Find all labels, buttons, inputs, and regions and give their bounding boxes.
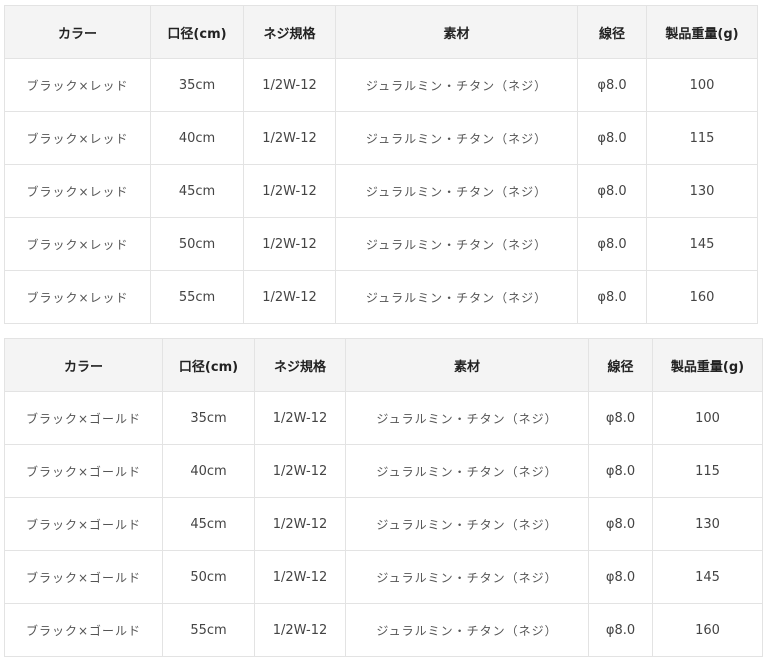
- cell-wire: φ8.0: [588, 391, 653, 445]
- cell-weight: 160: [646, 270, 758, 324]
- cell-color: ブラック×ゴールド: [4, 391, 163, 445]
- cell-wire: φ8.0: [588, 550, 653, 604]
- cell-wire: φ8.0: [577, 58, 647, 112]
- cell-material: ジュラルミン・チタン（ネジ）: [335, 58, 578, 112]
- table-row: ブラック×ゴールド 55cm 1/2W-12 ジュラルミン・チタン（ネジ） φ8.0 16…: [4, 603, 763, 657]
- cell-thread: 1/2W-12: [254, 550, 346, 604]
- cell-wire: φ8.0: [577, 164, 647, 218]
- cell-color: ブラック×レッド: [4, 58, 151, 112]
- cell-wire: φ8.0: [577, 217, 647, 271]
- cell-material: ジュラルミン・チタン（ネジ）: [345, 497, 589, 551]
- table-row: ブラック×レッド 40cm 1/2W-12 ジュラルミン・チタン（ネジ） φ8.0 115: [4, 111, 758, 165]
- cell-diameter: 45cm: [150, 164, 244, 218]
- cell-weight: 100: [652, 391, 763, 445]
- cell-material: ジュラルミン・チタン（ネジ）: [335, 270, 578, 324]
- cell-thread: 1/2W-12: [254, 497, 346, 551]
- cell-diameter: 35cm: [150, 58, 244, 112]
- header-thread: ネジ規格: [254, 338, 346, 392]
- header-wire: 線径: [588, 338, 653, 392]
- cell-thread: 1/2W-12: [243, 164, 336, 218]
- cell-color: ブラック×ゴールド: [4, 497, 163, 551]
- cell-wire: φ8.0: [588, 444, 653, 498]
- cell-thread: 1/2W-12: [243, 58, 336, 112]
- cell-weight: 160: [652, 603, 763, 657]
- header-weight: 製品重量(g): [652, 338, 763, 392]
- cell-thread: 1/2W-12: [254, 444, 346, 498]
- cell-material: ジュラルミン・チタン（ネジ）: [345, 444, 589, 498]
- cell-diameter: 40cm: [150, 111, 244, 165]
- table-row: ブラック×ゴールド 40cm 1/2W-12 ジュラルミン・チタン（ネジ） φ8.0 11…: [4, 444, 763, 498]
- cell-weight: 130: [646, 164, 758, 218]
- cell-diameter: 50cm: [162, 550, 255, 604]
- table-row: ブラック×ゴールド 50cm 1/2W-12 ジュラルミン・チタン（ネジ） φ8.0 14…: [4, 550, 763, 604]
- cell-color: ブラック×レッド: [4, 270, 151, 324]
- header-thread: ネジ規格: [243, 5, 336, 59]
- table-row: ブラック×レッド 45cm 1/2W-12 ジュラルミン・チタン（ネジ） φ8.0 130: [4, 164, 758, 218]
- cell-material: ジュラルミン・チタン（ネジ）: [345, 550, 589, 604]
- cell-color: ブラック×ゴールド: [4, 603, 163, 657]
- header-row: カラー 口径(cm) ネジ規格 素材 線径 製品重量(g): [4, 338, 763, 392]
- cell-material: ジュラルミン・チタン（ネジ）: [335, 217, 578, 271]
- cell-diameter: 55cm: [150, 270, 244, 324]
- cell-diameter: 55cm: [162, 603, 255, 657]
- cell-diameter: 35cm: [162, 391, 255, 445]
- header-diameter: 口径(cm): [162, 338, 255, 392]
- cell-thread: 1/2W-12: [243, 111, 336, 165]
- cell-thread: 1/2W-12: [254, 391, 346, 445]
- cell-weight: 145: [652, 550, 763, 604]
- cell-thread: 1/2W-12: [243, 217, 336, 271]
- cell-wire: φ8.0: [577, 270, 647, 324]
- cell-material: ジュラルミン・チタン（ネジ）: [345, 603, 589, 657]
- cell-thread: 1/2W-12: [254, 603, 346, 657]
- cell-material: ジュラルミン・チタン（ネジ）: [335, 164, 578, 218]
- cell-diameter: 50cm: [150, 217, 244, 271]
- cell-diameter: 40cm: [162, 444, 255, 498]
- header-row: カラー 口径(cm) ネジ規格 素材 線径 製品重量(g): [4, 5, 758, 59]
- header-diameter: 口径(cm): [150, 5, 244, 59]
- cell-wire: φ8.0: [588, 497, 653, 551]
- cell-wire: φ8.0: [577, 111, 647, 165]
- table-row: ブラック×ゴールド 35cm 1/2W-12 ジュラルミン・チタン（ネジ） φ8.0 10…: [4, 391, 763, 445]
- header-color: カラー: [4, 5, 151, 59]
- cell-weight: 100: [646, 58, 758, 112]
- table-row: ブラック×レッド 50cm 1/2W-12 ジュラルミン・チタン（ネジ） φ8.0 145: [4, 217, 758, 271]
- table-row: ブラック×レッド 55cm 1/2W-12 ジュラルミン・チタン（ネジ） φ8.0 160: [4, 270, 758, 324]
- spec-table-gold: カラー 口径(cm) ネジ規格 素材 線径 製品重量(g) ブラック×ゴールド 35cm 1/2…: [4, 338, 763, 657]
- cell-weight: 130: [652, 497, 763, 551]
- cell-thread: 1/2W-12: [243, 270, 336, 324]
- cell-color: ブラック×レッド: [4, 217, 151, 271]
- cell-material: ジュラルミン・チタン（ネジ）: [335, 111, 578, 165]
- header-wire: 線径: [577, 5, 647, 59]
- cell-color: ブラック×ゴールド: [4, 444, 163, 498]
- table-row: ブラック×ゴールド 45cm 1/2W-12 ジュラルミン・チタン（ネジ） φ8.0 13…: [4, 497, 763, 551]
- cell-material: ジュラルミン・チタン（ネジ）: [345, 391, 589, 445]
- cell-weight: 115: [652, 444, 763, 498]
- cell-color: ブラック×レッド: [4, 164, 151, 218]
- cell-color: ブラック×レッド: [4, 111, 151, 165]
- header-material: 素材: [345, 338, 589, 392]
- header-color: カラー: [4, 338, 163, 392]
- cell-weight: 115: [646, 111, 758, 165]
- table-row: ブラック×レッド 35cm 1/2W-12 ジュラルミン・チタン（ネジ） φ8.0 100: [4, 58, 758, 112]
- header-weight: 製品重量(g): [646, 5, 758, 59]
- spec-table-red: カラー 口径(cm) ネジ規格 素材 線径 製品重量(g) ブラック×レッド 35cm 1/2W…: [4, 5, 758, 324]
- cell-color: ブラック×ゴールド: [4, 550, 163, 604]
- cell-diameter: 45cm: [162, 497, 255, 551]
- header-material: 素材: [335, 5, 578, 59]
- cell-wire: φ8.0: [588, 603, 653, 657]
- cell-weight: 145: [646, 217, 758, 271]
